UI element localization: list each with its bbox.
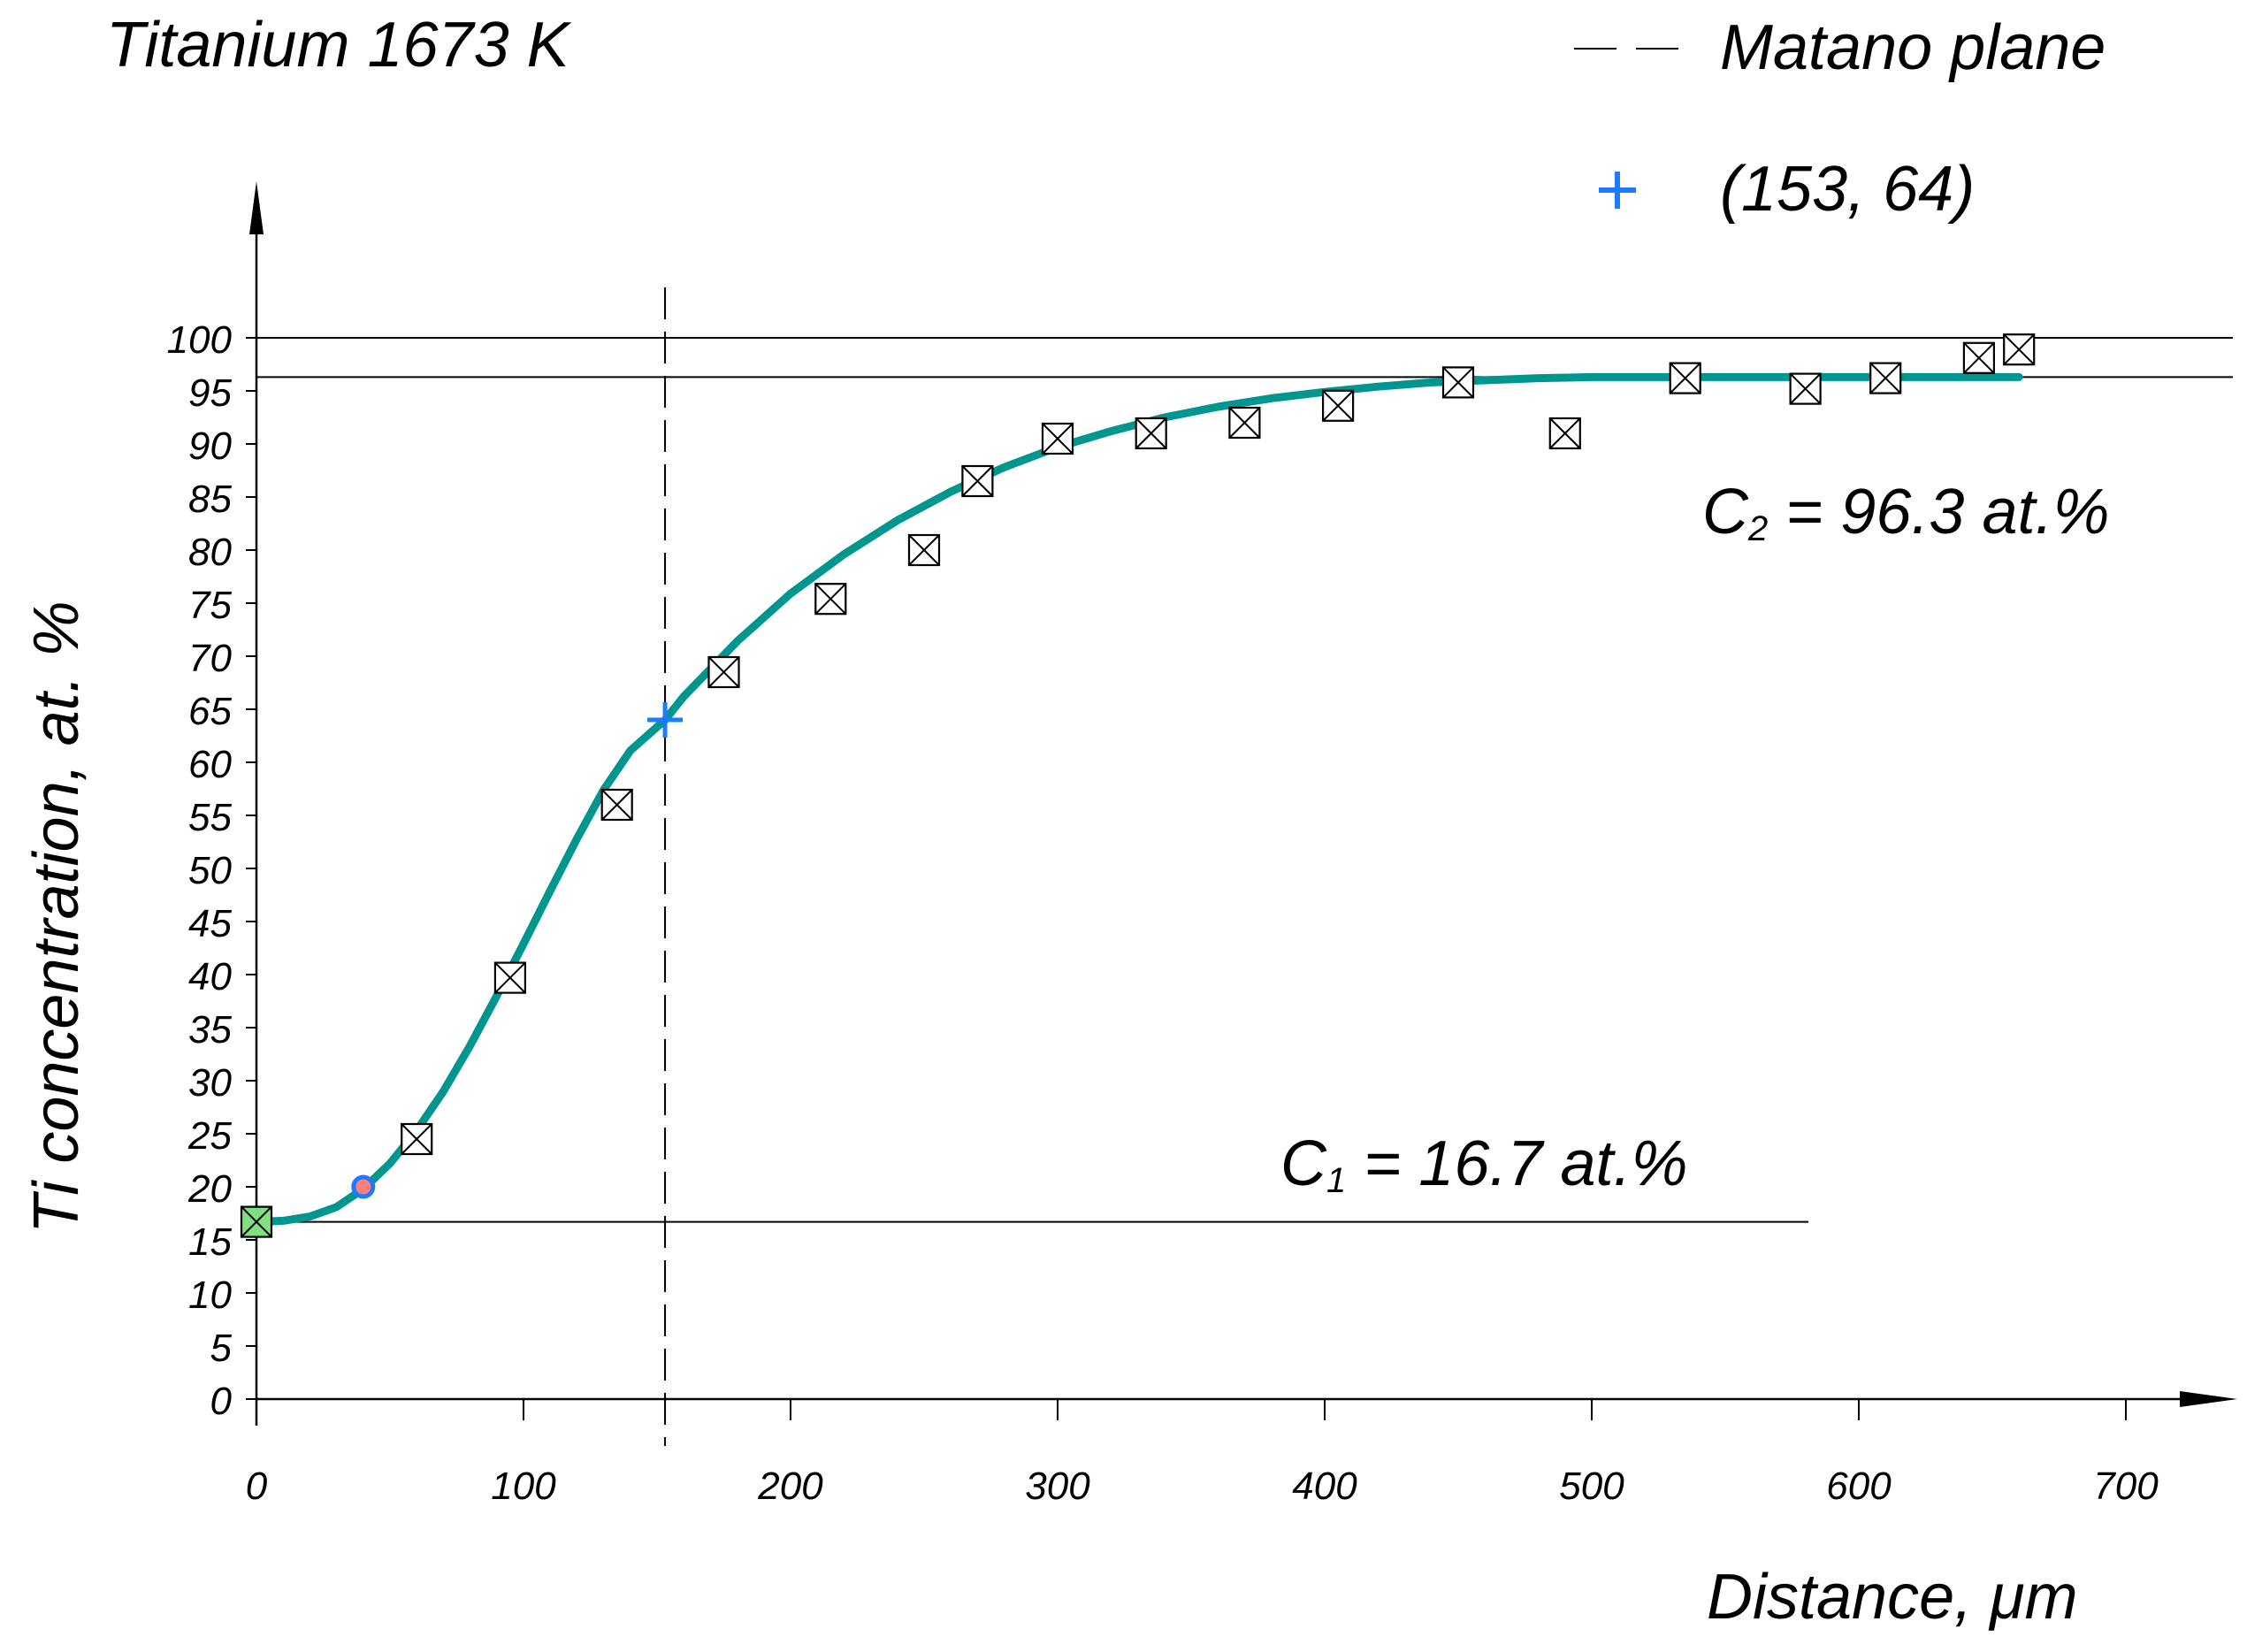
y-tick-label: 80 bbox=[188, 531, 232, 574]
data-point bbox=[961, 464, 994, 498]
data-point-cross-b bbox=[2003, 333, 2035, 365]
data-point bbox=[1548, 417, 1581, 450]
annotation-c2-main: C bbox=[1702, 477, 1749, 547]
data-point bbox=[907, 533, 941, 567]
y-tick-label: 50 bbox=[188, 849, 232, 892]
y-tick-label: 60 bbox=[188, 743, 232, 786]
data-point-cross-b bbox=[600, 789, 633, 821]
data-point bbox=[240, 1205, 273, 1238]
data-point bbox=[401, 1122, 433, 1156]
data-point-cross-b bbox=[1042, 423, 1074, 455]
legend-label-matano: Matano plane bbox=[1720, 12, 2106, 83]
data-point-cross-b bbox=[241, 1205, 272, 1238]
data-point-cross-b bbox=[1442, 366, 1474, 399]
data-point bbox=[493, 961, 527, 994]
x-tick-label: 100 bbox=[491, 1465, 556, 1508]
data-point bbox=[1869, 362, 1902, 394]
x-tick-label: 400 bbox=[1292, 1465, 1357, 1508]
y-tick-label: 85 bbox=[188, 478, 232, 521]
data-point-cross-b bbox=[1789, 372, 1822, 405]
y-tick-label: 100 bbox=[167, 318, 233, 362]
annotation-c1-main: C bbox=[1280, 1128, 1327, 1199]
data-point-cross-b bbox=[707, 656, 740, 688]
data-point-cross-b bbox=[814, 583, 847, 615]
x-tick-label: 500 bbox=[1559, 1465, 1624, 1508]
x-tick-label: 200 bbox=[757, 1465, 823, 1508]
y-tick-label: 30 bbox=[188, 1061, 232, 1105]
data-point bbox=[1041, 422, 1074, 455]
y-tick-label: 55 bbox=[188, 796, 232, 839]
legend-label-point: (153, 64) bbox=[1720, 154, 1975, 225]
annotation-c2-sub: 2 bbox=[1747, 509, 1768, 548]
x-tick-label: 700 bbox=[2093, 1465, 2159, 1508]
data-point bbox=[2003, 333, 2036, 366]
annotation-c2-rest: = 96.3 at.% bbox=[1768, 477, 2109, 547]
y-tick-label: 40 bbox=[188, 955, 232, 998]
y-tick-label: 20 bbox=[187, 1167, 232, 1211]
y-tick-label: 70 bbox=[188, 637, 232, 680]
data-point-cross-b bbox=[908, 534, 940, 566]
annotation-c2: C2 = 96.3 at.% bbox=[1702, 477, 2110, 548]
legend-plus-symbol bbox=[1599, 172, 1636, 209]
chart-title: Titanium 1673 K bbox=[106, 10, 572, 80]
data-point-cross-b bbox=[1322, 390, 1354, 422]
y-tick-label: 35 bbox=[188, 1008, 232, 1052]
data-point-cross-b bbox=[1549, 417, 1581, 449]
x-tick-label: 0 bbox=[246, 1465, 268, 1508]
axes bbox=[246, 181, 2237, 1426]
y-tick-label: 15 bbox=[188, 1220, 232, 1264]
data-point-cross-b bbox=[1135, 417, 1167, 449]
y-tick-label: 45 bbox=[188, 902, 232, 945]
y-tick-label: 65 bbox=[188, 690, 232, 733]
data-point bbox=[1441, 366, 1475, 399]
data-point-cross-b bbox=[1869, 362, 1901, 394]
x-tick-label: 600 bbox=[1826, 1465, 1892, 1508]
reference-lines bbox=[256, 287, 2233, 1446]
highlight-circle-point bbox=[351, 1174, 376, 1199]
data-point bbox=[1135, 417, 1167, 450]
fit-curve bbox=[252, 372, 2023, 1227]
annotation-c1-rest: = 16.7 at.% bbox=[1346, 1128, 1687, 1199]
x-axis-label: Distance, μm bbox=[1707, 1562, 2078, 1633]
data-point bbox=[600, 788, 633, 822]
point-markers bbox=[240, 333, 2036, 1238]
data-point-cross-b bbox=[961, 465, 994, 497]
y-tick-label: 75 bbox=[188, 584, 232, 627]
data-point bbox=[814, 583, 847, 616]
y-tick-label: 10 bbox=[188, 1273, 232, 1317]
y-tick-label: 90 bbox=[188, 424, 232, 468]
data-point bbox=[1228, 406, 1261, 440]
annotation-c1: C1 = 16.7 at.% bbox=[1280, 1128, 1688, 1200]
tick-labels: 0510152025303540455055606570758085909510… bbox=[167, 318, 2159, 1508]
data-point bbox=[707, 655, 740, 689]
data-point-cross-b bbox=[494, 961, 526, 994]
data-point bbox=[1669, 362, 1701, 394]
y-axis-arrow bbox=[249, 181, 264, 234]
x-axis-arrow bbox=[2180, 1391, 2237, 1407]
data-series bbox=[252, 372, 2023, 1227]
x-tick-label: 300 bbox=[1025, 1465, 1090, 1508]
data-point bbox=[1962, 341, 1995, 374]
data-point-cross-b bbox=[1963, 342, 1995, 374]
data-point-cross-b bbox=[401, 1123, 432, 1155]
y-tick-label: 95 bbox=[188, 371, 232, 415]
data-point bbox=[1321, 389, 1355, 422]
y-axis-label: Ti concentration, at. % bbox=[21, 600, 92, 1234]
data-point bbox=[1789, 372, 1822, 405]
y-tick-label: 0 bbox=[210, 1380, 233, 1423]
data-point-cross-b bbox=[1669, 362, 1701, 394]
legend: Matano plane (153, 64) bbox=[1574, 12, 2106, 225]
y-tick-label: 25 bbox=[187, 1114, 232, 1158]
data-point-cross-b bbox=[1228, 407, 1261, 439]
annotation-c1-sub: 1 bbox=[1326, 1161, 1346, 1200]
y-tick-label: 5 bbox=[210, 1327, 233, 1370]
